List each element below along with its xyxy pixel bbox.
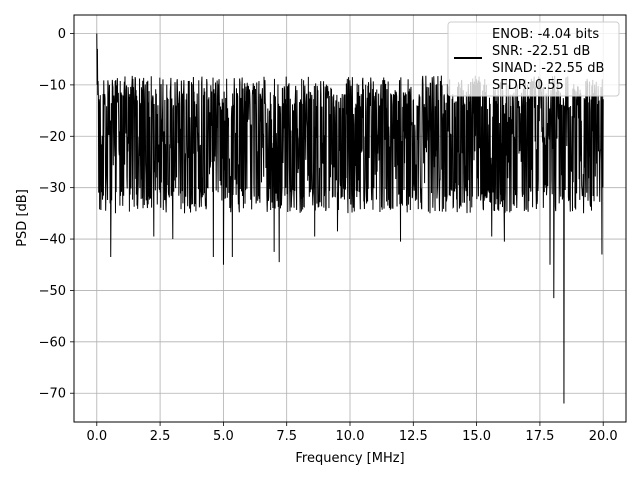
y-tick-label: −30 xyxy=(39,181,66,196)
y-tick-label: −70 xyxy=(39,387,66,402)
y-tick-label: −10 xyxy=(39,78,66,93)
legend-snr: SNR: -22.51 dB xyxy=(492,44,590,59)
y-tick-label: −20 xyxy=(39,130,66,145)
x-tick-label: 17.5 xyxy=(525,429,554,444)
x-tick-label: 12.5 xyxy=(399,429,428,444)
legend: ENOB: -4.04 bits SNR: -22.51 dB SINAD: -… xyxy=(447,21,620,97)
y-axis-label: PSD [dB] xyxy=(15,189,30,247)
x-tick-label: 15.0 xyxy=(462,429,491,444)
ticks: 0.0 2.5 5.0 7.5 10.0 12.5 15.0 17.5 20.0 0 −10 −20 −… xyxy=(39,27,618,444)
x-tick-label: 10.0 xyxy=(336,429,365,444)
legend-enob: ENOB: -4.04 bits xyxy=(492,27,599,42)
x-tick-label: 7.5 xyxy=(276,429,297,444)
legend-sfdr: SFDR: 0.55 xyxy=(492,78,564,93)
x-tick-label: 0.0 xyxy=(86,429,107,444)
plot-area xyxy=(96,33,604,404)
x-axis-label: Frequency [MHz] xyxy=(295,451,404,466)
x-tick-label: 5.0 xyxy=(213,429,234,444)
psd-series-line xyxy=(96,33,604,404)
y-tick-label: −40 xyxy=(39,233,66,248)
legend-sinad: SINAD: -22.55 dB xyxy=(492,61,604,76)
y-tick-label: −60 xyxy=(39,335,66,350)
x-tick-label: 20.0 xyxy=(589,429,618,444)
legend-box xyxy=(447,21,620,97)
x-tick-label: 2.5 xyxy=(150,429,171,444)
y-tick-label: 0 xyxy=(58,27,66,42)
y-tick-label: −50 xyxy=(39,284,66,299)
